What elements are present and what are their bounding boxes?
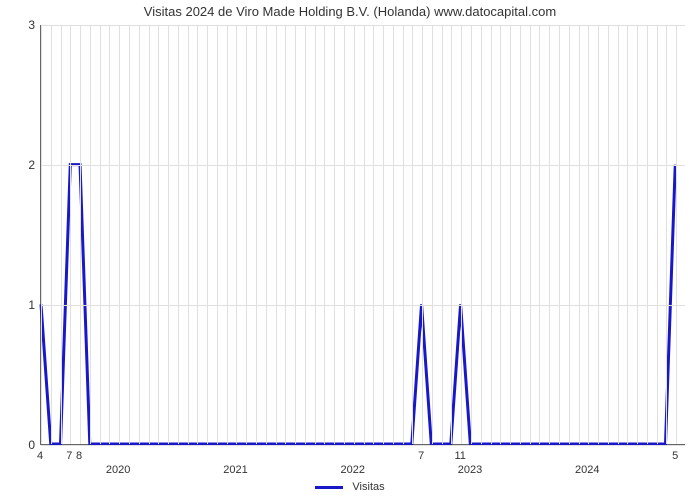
x-tick-label: 4 xyxy=(37,450,43,462)
gridline-vertical xyxy=(236,25,237,444)
gridline-vertical xyxy=(598,25,599,444)
x-tick-label: 11 xyxy=(455,450,466,462)
gridline-vertical xyxy=(666,25,667,444)
x-year-label: 2020 xyxy=(106,464,130,476)
gridline-vertical xyxy=(139,25,140,444)
gridline-vertical xyxy=(383,25,384,444)
gridline-vertical xyxy=(295,25,296,444)
gridline-vertical xyxy=(285,25,286,444)
legend-label: Visitas xyxy=(352,481,384,493)
gridline-horizontal xyxy=(41,305,685,306)
gridline-vertical xyxy=(500,25,501,444)
gridline-vertical xyxy=(227,25,228,444)
gridline-vertical xyxy=(80,25,81,444)
gridline-vertical xyxy=(217,25,218,444)
x-year-label: 2024 xyxy=(575,464,599,476)
gridline-vertical xyxy=(90,25,91,444)
gridline-horizontal xyxy=(41,165,685,166)
x-year-label: 2021 xyxy=(223,464,247,476)
y-tick-label: 2 xyxy=(5,158,35,172)
gridline-vertical xyxy=(246,25,247,444)
x-tick-label: 7 xyxy=(418,450,424,462)
gridline-vertical xyxy=(334,25,335,444)
gridline-vertical xyxy=(608,25,609,444)
gridline-vertical xyxy=(539,25,540,444)
gridline-vertical xyxy=(266,25,267,444)
gridline-vertical xyxy=(276,25,277,444)
gridline-horizontal xyxy=(41,445,685,446)
gridline-vertical xyxy=(549,25,550,444)
legend-swatch xyxy=(315,486,343,489)
chart-title: Visitas 2024 de Viro Made Holding B.V. (… xyxy=(0,4,700,19)
gridline-vertical xyxy=(256,25,257,444)
gridline-vertical xyxy=(109,25,110,444)
gridline-vertical xyxy=(637,25,638,444)
gridline-vertical xyxy=(168,25,169,444)
y-tick-label: 0 xyxy=(5,438,35,452)
gridline-vertical xyxy=(510,25,511,444)
gridline-vertical xyxy=(51,25,52,444)
gridline-vertical xyxy=(627,25,628,444)
gridline-vertical xyxy=(129,25,130,444)
gridline-vertical xyxy=(403,25,404,444)
gridline-vertical xyxy=(569,25,570,444)
x-year-label: 2023 xyxy=(458,464,482,476)
gridline-vertical xyxy=(315,25,316,444)
gridline-vertical xyxy=(559,25,560,444)
gridline-vertical xyxy=(618,25,619,444)
x-tick-label: 5 xyxy=(672,450,678,462)
legend: Visitas xyxy=(0,481,700,493)
gridline-vertical xyxy=(471,25,472,444)
gridline-vertical xyxy=(579,25,580,444)
x-year-label: 2022 xyxy=(340,464,364,476)
gridline-vertical xyxy=(119,25,120,444)
gridline-vertical xyxy=(324,25,325,444)
y-tick-label: 3 xyxy=(5,18,35,32)
gridline-vertical xyxy=(305,25,306,444)
chart-container: Visitas 2024 de Viro Made Holding B.V. (… xyxy=(0,0,700,500)
gridline-vertical xyxy=(461,25,462,444)
gridline-vertical xyxy=(61,25,62,444)
gridline-horizontal xyxy=(41,25,685,26)
gridline-vertical xyxy=(149,25,150,444)
gridline-vertical xyxy=(481,25,482,444)
gridline-vertical xyxy=(451,25,452,444)
gridline-vertical xyxy=(197,25,198,444)
gridline-vertical xyxy=(373,25,374,444)
gridline-vertical xyxy=(364,25,365,444)
y-tick-label: 1 xyxy=(5,298,35,312)
gridline-vertical xyxy=(100,25,101,444)
gridline-vertical xyxy=(412,25,413,444)
gridline-vertical xyxy=(647,25,648,444)
x-tick-label: 8 xyxy=(76,450,82,462)
gridline-vertical xyxy=(520,25,521,444)
gridline-vertical xyxy=(41,25,42,444)
plot-area xyxy=(40,25,685,445)
x-tick-label: 7 xyxy=(66,450,72,462)
gridline-vertical xyxy=(70,25,71,444)
gridline-vertical xyxy=(344,25,345,444)
gridline-vertical xyxy=(422,25,423,444)
gridline-vertical xyxy=(158,25,159,444)
gridline-vertical xyxy=(432,25,433,444)
gridline-vertical xyxy=(178,25,179,444)
gridline-vertical xyxy=(657,25,658,444)
gridline-vertical xyxy=(491,25,492,444)
gridline-vertical xyxy=(442,25,443,444)
gridline-vertical xyxy=(207,25,208,444)
gridline-vertical xyxy=(188,25,189,444)
gridline-vertical xyxy=(588,25,589,444)
gridline-vertical xyxy=(354,25,355,444)
gridline-vertical xyxy=(393,25,394,444)
gridline-vertical xyxy=(530,25,531,444)
gridline-vertical xyxy=(676,25,677,444)
